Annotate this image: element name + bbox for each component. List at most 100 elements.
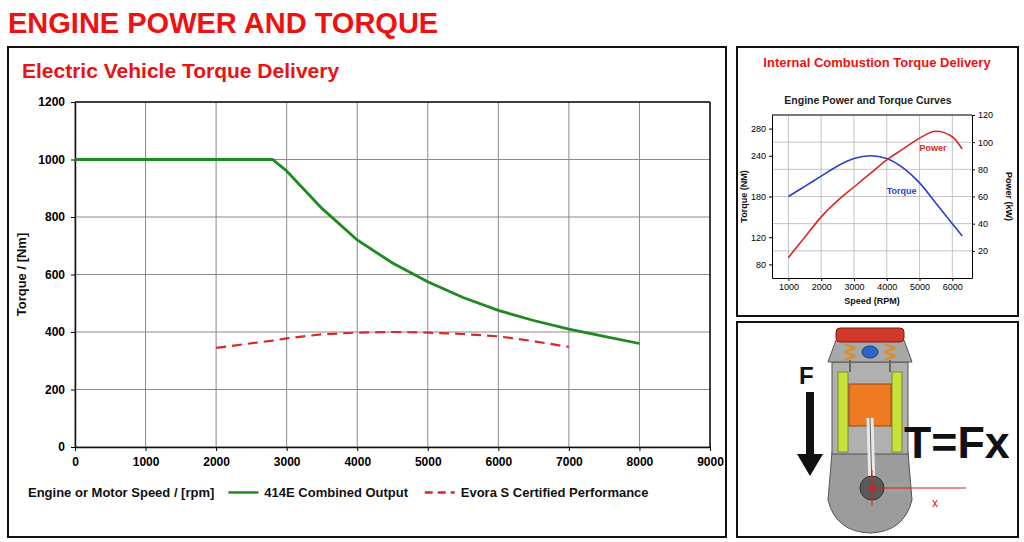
tick: 600: [45, 268, 75, 282]
tick-mark: [71, 390, 75, 391]
tick-label: 2000: [812, 282, 832, 292]
tick-label: 20: [978, 246, 988, 256]
axis: 80120180240280: [751, 116, 773, 279]
tick-label: 40: [978, 219, 988, 229]
series-line: [216, 332, 569, 348]
axis: 20 40 60 80 100 120: [972, 110, 993, 278]
tick: 1000: [779, 278, 799, 292]
series-label: Torque: [887, 186, 917, 196]
tick: 9000: [697, 447, 724, 469]
legend-swatch: [425, 491, 455, 494]
tick-label: 100: [978, 138, 993, 148]
tick-mark: [769, 197, 772, 198]
tick-mark: [972, 224, 975, 225]
tick: 120: [751, 233, 772, 243]
frame: [75, 101, 710, 103]
lever-arm-label: x: [932, 496, 938, 510]
tick-mark: [972, 169, 975, 170]
axis-line: [772, 116, 773, 279]
tick: 200: [45, 383, 75, 397]
axis-line: [773, 278, 973, 279]
tick-label: 80: [978, 165, 988, 175]
tick: 3000: [844, 278, 864, 292]
grid-line: [75, 447, 710, 448]
tick-label: 1000: [38, 153, 65, 167]
axis-title: Engine or Motor Speed / [rpm]: [28, 485, 214, 500]
tick: 2000: [812, 278, 832, 292]
tick: 180: [751, 192, 772, 202]
valve-cover: [836, 328, 904, 342]
axis-title: Torque (NM): [739, 170, 749, 222]
tick-mark: [287, 447, 288, 451]
panel-title: Internal Combustion Torque Delivery: [763, 55, 991, 70]
tick-label: 5000: [415, 455, 442, 469]
tick-mark: [71, 447, 75, 448]
page: ENGINE POWER AND TORQUEElectric Vehicle …: [0, 0, 1024, 542]
axis: 020040060080010001200: [38, 95, 75, 454]
axis-title: Power (kW): [1004, 172, 1014, 221]
tick-label: 4000: [877, 282, 897, 292]
legend-label: Evora S Certified Performance: [461, 485, 649, 500]
tick-mark: [71, 217, 75, 218]
tick-mark: [788, 278, 789, 281]
tick: 5000: [910, 278, 930, 292]
tick-label: 280: [751, 124, 766, 134]
lever-arm: [872, 488, 966, 489]
grid-line: [772, 223, 972, 224]
tick-label: 3000: [274, 455, 301, 469]
tick: 6000: [485, 447, 512, 469]
tick-label: 9000: [697, 455, 724, 469]
tick: 0: [72, 447, 79, 469]
tick-label: 60: [978, 192, 988, 202]
cylinder-wall: [892, 372, 902, 452]
tick: 120: [972, 110, 993, 120]
legend-label: 414E Combined Output: [264, 485, 408, 500]
tick-label: 7000: [556, 455, 583, 469]
tick-mark: [769, 264, 772, 265]
tick-mark: [146, 447, 147, 451]
spark-plug: [862, 346, 878, 358]
tick-mark: [216, 447, 217, 451]
tick-mark: [920, 278, 921, 281]
legend-row: Engine or Motor Speed / [rpm] 414E Combin…: [28, 485, 649, 500]
tick-label: 800: [45, 210, 65, 224]
tick-mark: [75, 447, 76, 451]
tick: 2000: [203, 447, 230, 469]
panel: [737, 47, 1018, 316]
grid-line: [75, 274, 710, 275]
axis-line: [76, 447, 711, 449]
grid-line: [75, 217, 710, 218]
tick-label: 200: [45, 383, 65, 397]
tick-label: 180: [751, 192, 766, 202]
axis-title: Speed (RPM): [844, 296, 900, 306]
tick: 7000: [556, 447, 583, 469]
tick-label: 2000: [203, 455, 230, 469]
tick-mark: [639, 447, 640, 451]
valve-spring: [885, 344, 895, 360]
tick-mark: [71, 102, 75, 103]
tick-mark: [569, 447, 570, 451]
tick: 40: [972, 219, 988, 229]
tick-label: 8000: [627, 455, 654, 469]
chart-title: Electric Vehicle Torque Delivery: [22, 59, 339, 82]
tick: 80: [756, 260, 772, 270]
tick: 60: [972, 192, 988, 202]
engine-diagram: xFT=Fx: [797, 328, 1010, 533]
tick-label: 6000: [485, 455, 512, 469]
tick-mark: [854, 278, 855, 281]
tick-label: 0: [58, 440, 65, 454]
axis: 100020003000400050006000: [773, 278, 973, 292]
tick: 280: [751, 124, 772, 134]
tick: 4000: [344, 447, 371, 469]
lever-arm-end: [872, 470, 873, 506]
tick: 400: [45, 325, 75, 339]
tick: 1000: [38, 153, 75, 167]
grid: [75, 102, 710, 447]
legend-swatch: [228, 491, 258, 494]
grid-line: [710, 102, 711, 447]
panel: [737, 322, 1018, 537]
grid-line: [75, 389, 710, 390]
valve-stem: [849, 360, 851, 372]
chart-subtitle: Engine Power and Torque Curves: [784, 94, 951, 106]
tick: 20: [972, 246, 988, 256]
